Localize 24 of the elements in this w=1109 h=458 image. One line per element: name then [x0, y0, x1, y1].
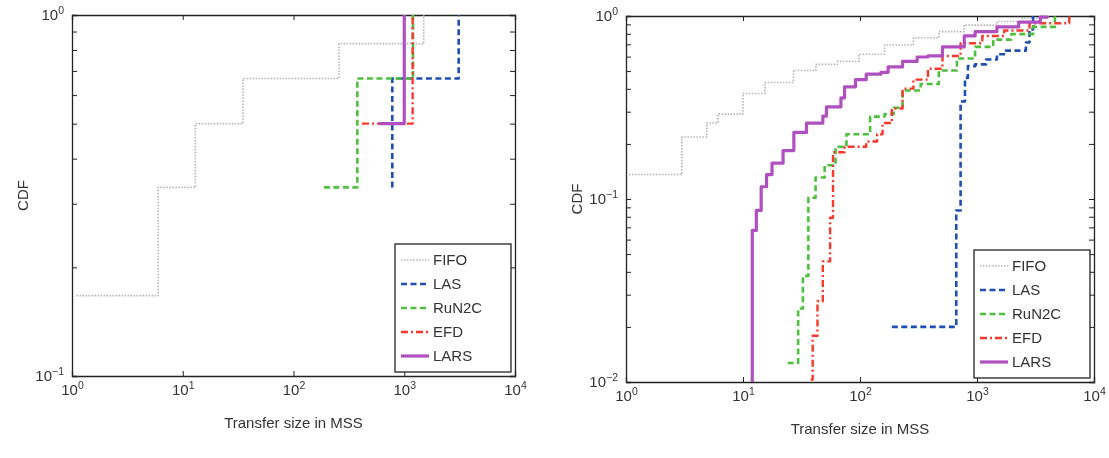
- y-tick-label: 10$^{0}$: [595, 5, 619, 25]
- legend-label: LAS: [1012, 281, 1041, 298]
- x-tick-label: 10$^{4}$: [504, 378, 527, 398]
- x-tick-label: 10$^{3}$: [966, 384, 989, 404]
- x-tick-label: 10$^{1}$: [171, 378, 195, 398]
- x-tick-label: 10$^{4}$: [1083, 384, 1106, 404]
- legend-label: RuN2C: [1012, 305, 1062, 322]
- x-tick-label: 10$^{3}$: [393, 378, 417, 398]
- y-axis-title: CDF: [568, 183, 585, 215]
- legend-label: LARS: [433, 347, 473, 364]
- legend-label: LAS: [433, 275, 462, 292]
- legend-label: LARS: [1012, 353, 1052, 370]
- legend-label: FIFO: [1012, 257, 1047, 274]
- x-tick-label: 10$^{1}$: [732, 384, 755, 404]
- x-tick-label: 10$^{2}$: [282, 378, 306, 398]
- x-tick-label: 10$^{2}$: [849, 384, 872, 404]
- y-axis-title: CDF: [14, 180, 31, 211]
- legend-label: EFD: [433, 323, 464, 340]
- y-tick-label: 10$^{−1}$: [589, 188, 619, 208]
- x-axis-title: Transfer size in MSS: [224, 414, 363, 431]
- legend-label: EFD: [1012, 329, 1043, 346]
- legend-label: RuN2C: [433, 299, 483, 316]
- legend-label: FIFO: [433, 251, 468, 268]
- x-axis-title: Transfer size in MSS: [790, 420, 930, 437]
